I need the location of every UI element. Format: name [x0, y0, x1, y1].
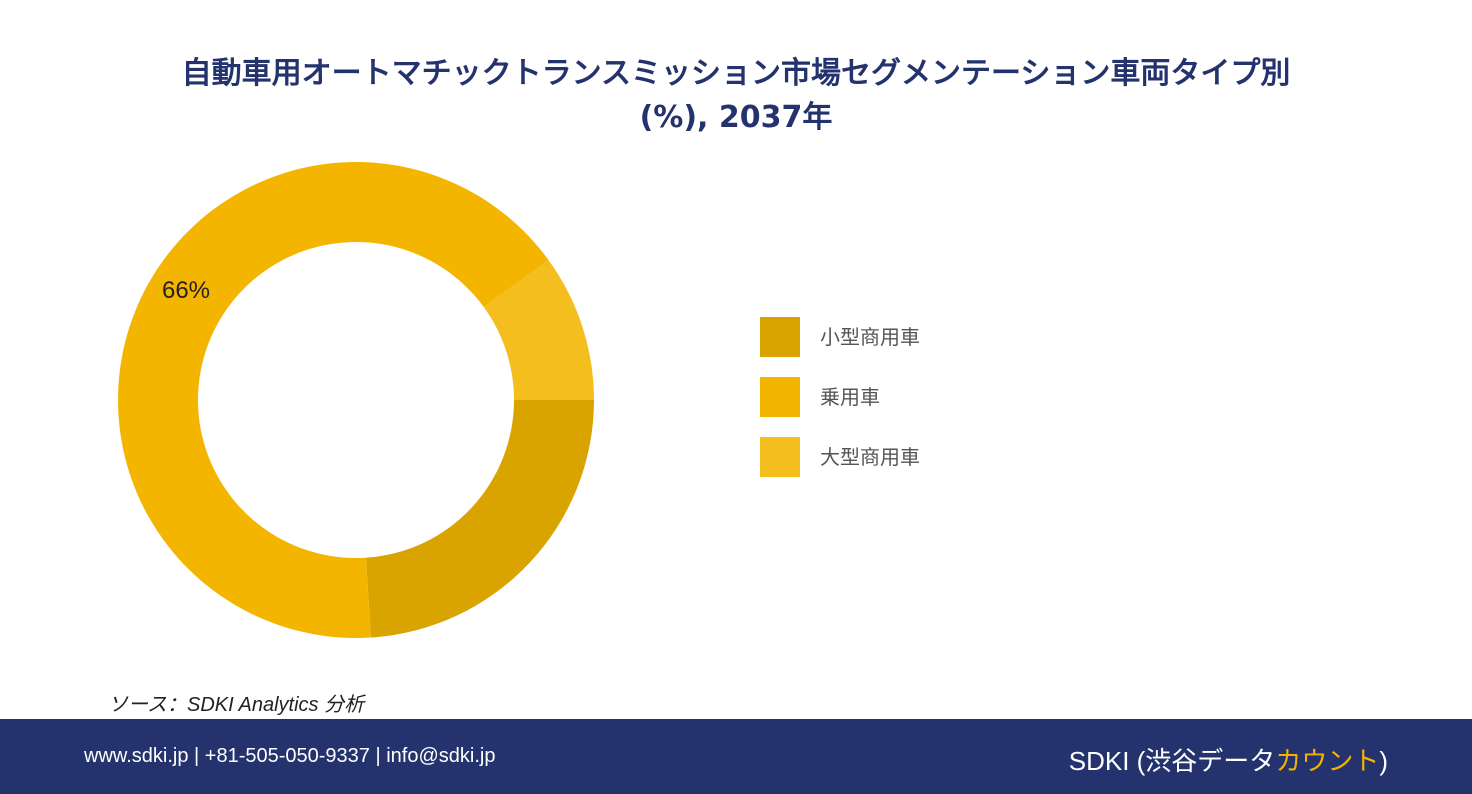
footer-bar: www.sdki.jp | +81-505-050-9337 | info@sd…: [0, 719, 1472, 794]
chart-title-line1: 自動車用オートマチックトランスミッション市場セグメンテーション車両タイプ別: [181, 56, 1291, 91]
footer-brand-accent: カウント: [1275, 746, 1380, 776]
donut-data-label: 66%: [162, 277, 210, 304]
footer-contact[interactable]: www.sdki.jp | +81-505-050-9337 | info@sd…: [84, 745, 496, 767]
legend-swatch: [760, 377, 800, 417]
chart-title-line2: (%), 2037年: [639, 100, 833, 135]
donut-data-labels: 66%: [162, 277, 210, 304]
chart-title: 自動車用オートマチックトランスミッション市場セグメンテーション車両タイプ別 (%…: [40, 52, 1432, 140]
legend-item-light-commercial: 小型商用車: [760, 317, 1120, 357]
chart-legend: 小型商用車 乗用車 大型商用車: [760, 317, 1120, 497]
legend-item-heavy-commercial: 大型商用車: [760, 437, 1120, 477]
source-note: ソース：SDKI Analytics 分析: [108, 694, 365, 716]
footer-brand: SDKI (渋谷データカウント): [1069, 741, 1388, 778]
legend-label: 乗用車: [820, 385, 880, 409]
legend-swatch: [760, 437, 800, 477]
legend-label: 大型商用車: [820, 445, 920, 469]
donut-slice-1: [365, 400, 594, 638]
donut-slices: [117, 161, 594, 638]
legend-swatch: [760, 317, 800, 357]
footer-brand-suffix: ): [1379, 746, 1388, 776]
legend-item-passenger: 乗用車: [760, 377, 1120, 417]
donut-slice-2: [117, 161, 549, 638]
footer-brand-prefix: SDKI (渋谷データ: [1068, 746, 1276, 776]
donut-slice-3: [483, 260, 594, 400]
legend-label: 小型商用車: [820, 325, 920, 349]
